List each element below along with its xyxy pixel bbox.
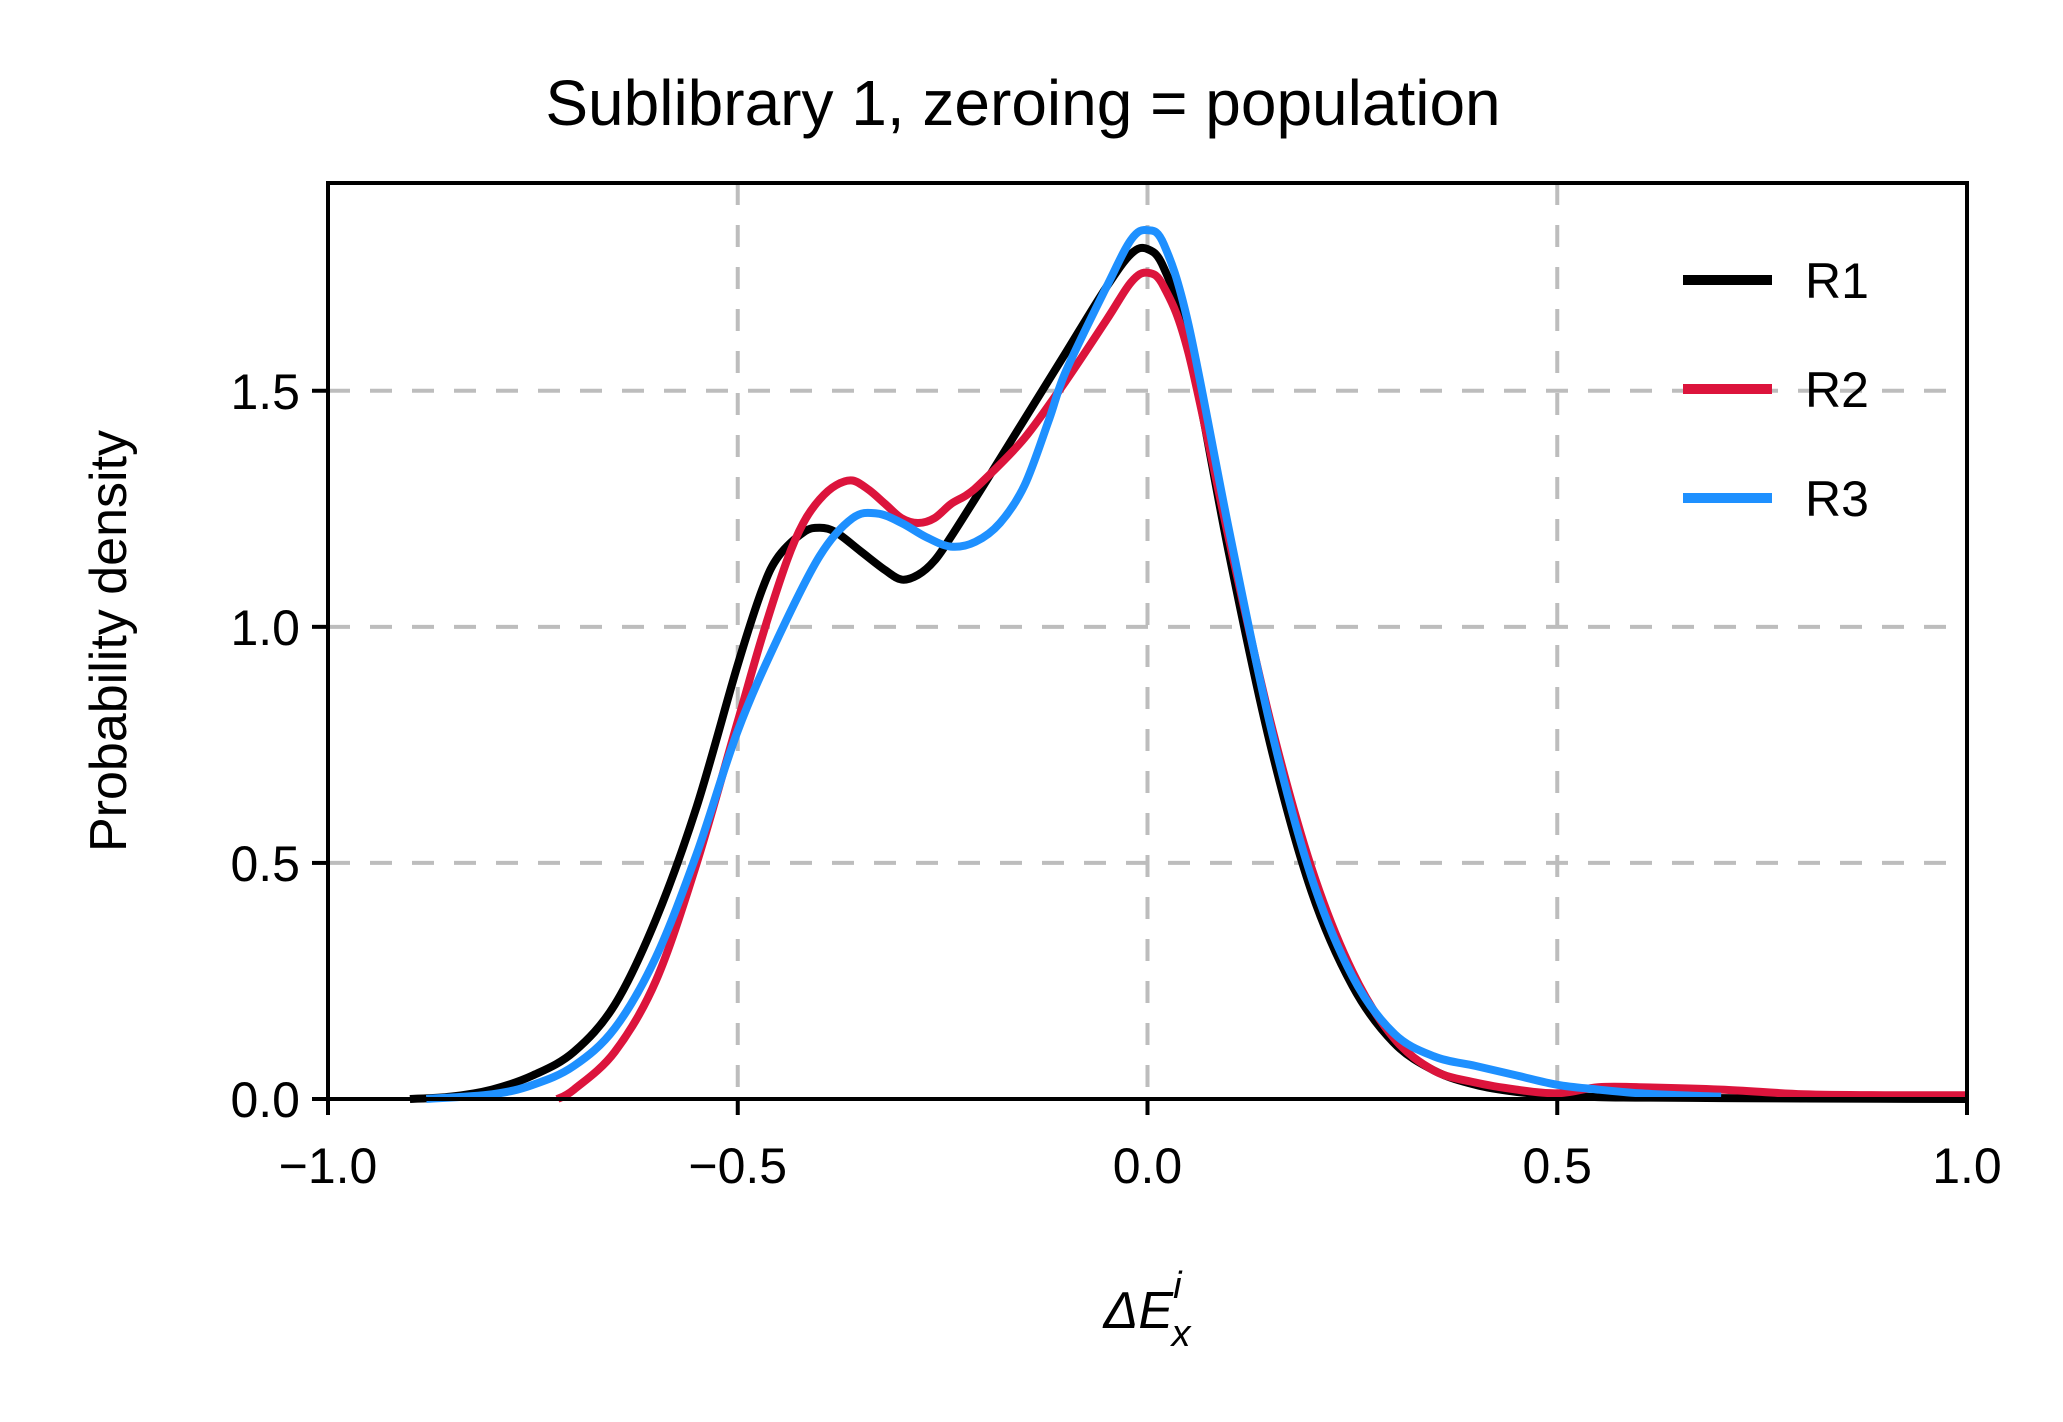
series-line-r2: [555, 268, 1968, 1103]
x-tick-label: 0.5: [1522, 1138, 1592, 1194]
y-axis-label: Probability density: [80, 430, 138, 852]
series-line-r1: [409, 243, 1968, 1103]
x-axis-label-subscript: x: [1170, 1313, 1193, 1355]
chart-title: Sublibrary 1, zeroing = population: [545, 67, 1500, 139]
x-tick-label: −0.5: [688, 1138, 787, 1194]
y-tick-label: 0.5: [230, 836, 300, 892]
series-line-r3: [426, 225, 1722, 1103]
x-axis-label-base: ΔE: [1101, 1282, 1174, 1340]
legend-label-r3: R3: [1805, 471, 1869, 527]
x-axis-label-superscript: i: [1173, 1265, 1183, 1307]
legend-label-r1: R1: [1805, 253, 1869, 309]
y-tick-label: 1.5: [230, 364, 300, 420]
x-tick-label: 0.0: [1113, 1138, 1183, 1194]
grid: [328, 183, 1967, 1099]
x-tick-label: 1.0: [1932, 1138, 2002, 1194]
x-axis-label: ΔEi x: [1101, 1265, 1192, 1355]
y-tick-label: 0.0: [230, 1072, 300, 1128]
y-axis: 0.0 0.5 1.0 1.5: [230, 364, 328, 1128]
legend: R1 R2 R3: [1683, 253, 1869, 527]
x-tick-label: −1.0: [279, 1138, 378, 1194]
x-axis: −1.0 −0.5 0.0 0.5 1.0: [279, 1099, 2002, 1194]
y-tick-label: 1.0: [230, 600, 300, 656]
series-lines: [409, 225, 1968, 1103]
legend-label-r2: R2: [1805, 362, 1869, 418]
